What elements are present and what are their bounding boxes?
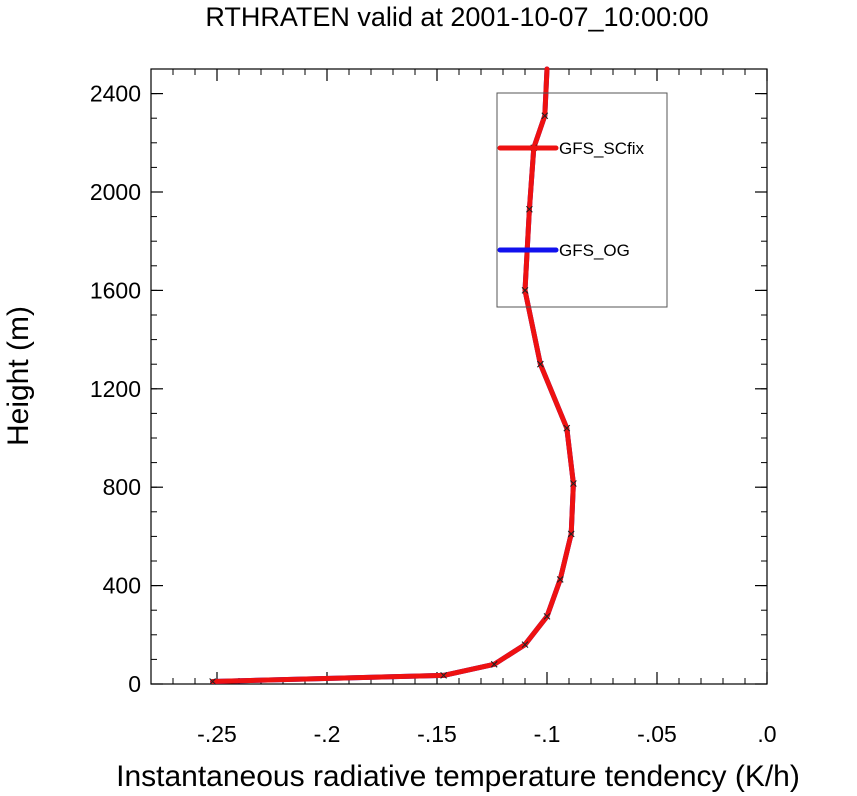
legend-box [496, 92, 668, 308]
data-point-marker [556, 576, 564, 583]
y-tick-label: 800 [103, 474, 141, 500]
series-markers [209, 112, 577, 685]
legend-label-gfs-scfix: GFS_SCfix [559, 139, 645, 158]
chart-title: RTHRATEN valid at 2001-10-07_10:00:00 [205, 2, 708, 32]
legend: GFS_SCfix GFS_OG [496, 92, 668, 308]
data-point-marker [209, 678, 216, 685]
x-tick-label: -.15 [417, 721, 457, 747]
data-point-marker [543, 612, 551, 620]
y-tick-label: 400 [103, 573, 141, 599]
data-point-marker [563, 424, 571, 432]
x-tick-label: -.1 [534, 721, 561, 747]
series-lines [210, 66, 576, 684]
tick-labels: -.25 -.2 -.15 -.1 -.05 .0 0 400 800 1200 1600 2000 2… [90, 81, 777, 747]
y-axis-label: Height (m) [2, 306, 35, 446]
series-line-gfs-scfix [210, 66, 576, 684]
minor-ticks [150, 68, 768, 685]
x-axis-label: Instantaneous radiative temperature tend… [116, 760, 800, 793]
y-tick-label: 2000 [90, 179, 141, 205]
legend-label-gfs-og: GFS_OG [559, 241, 630, 260]
data-point-marker [440, 672, 447, 679]
x-tick-label: -.05 [637, 721, 677, 747]
plot-frame [150, 68, 768, 685]
data-point-marker [537, 360, 544, 368]
data-point-marker [521, 287, 529, 294]
x-tick-label: -.25 [197, 721, 237, 747]
x-tick-label: .0 [757, 721, 776, 747]
y-tick-label: 1600 [90, 277, 141, 303]
x-tick-label: -.2 [314, 721, 341, 747]
series-line-gfs-og [210, 66, 576, 684]
data-point-marker [526, 205, 533, 213]
data-point-marker [570, 480, 577, 487]
data-point-marker [521, 641, 529, 649]
y-tick-label: 2400 [90, 81, 141, 107]
y-tick-label: 1200 [90, 376, 141, 402]
data-point-marker [490, 660, 498, 668]
data-point-marker [567, 530, 575, 538]
y-tick-label: 0 [128, 671, 141, 697]
major-ticks [151, 69, 768, 685]
data-point-marker [541, 112, 549, 120]
